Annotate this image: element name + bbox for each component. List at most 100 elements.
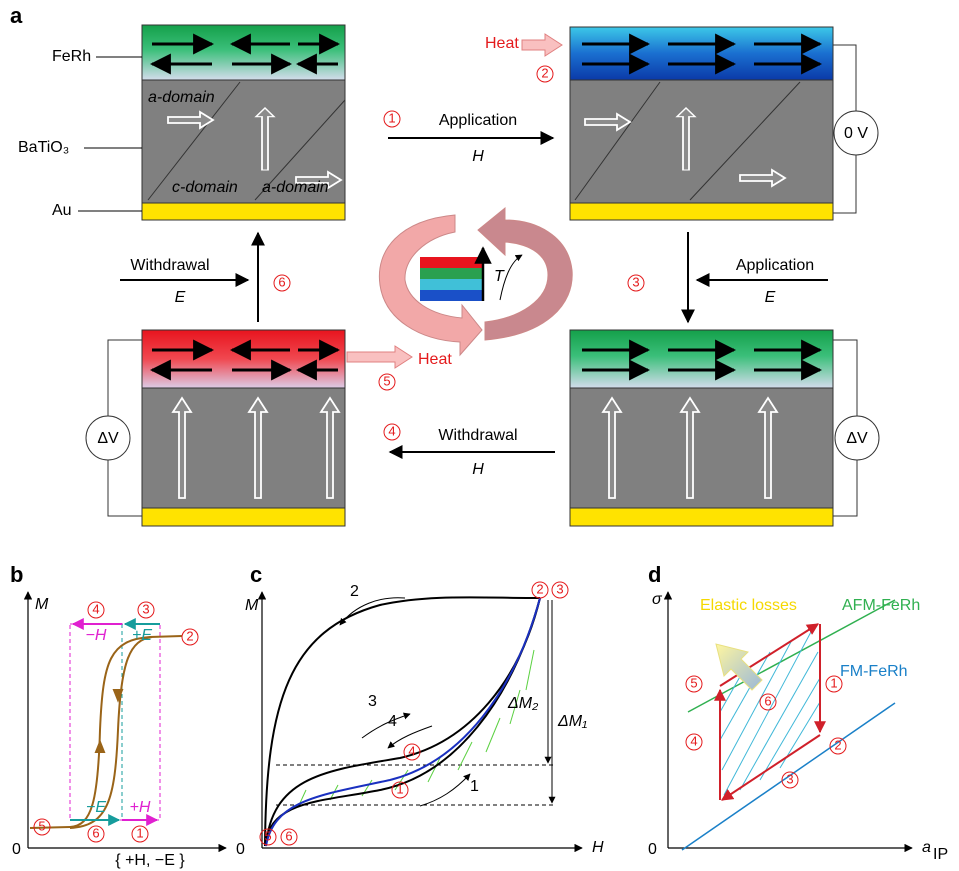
spin-arrows <box>149 339 341 381</box>
hatching <box>719 629 821 796</box>
temperature-stack-part <box>420 268 483 279</box>
layer-label: BaTiO₃ <box>18 139 69 156</box>
step-number: 3 <box>632 274 639 289</box>
curve-arrows-part <box>361 712 411 739</box>
stack-top-right-part <box>569 202 834 221</box>
heat-label: Heat <box>418 351 452 368</box>
axes <box>23 591 227 853</box>
temperature-label: T <box>494 268 505 285</box>
stack-bottom-right-part <box>569 329 834 389</box>
state-lines-part <box>681 702 896 851</box>
step-circle <box>280 828 298 846</box>
line-label: AFM-FeRh <box>842 597 920 614</box>
state-lines <box>681 599 896 851</box>
domain-label: a-domain <box>148 89 215 106</box>
guide-lines <box>276 600 556 806</box>
step-number: 4 <box>388 423 395 438</box>
field-arrows <box>70 618 160 826</box>
step-action: Application <box>439 112 517 129</box>
step-field: H <box>472 461 484 478</box>
temperature-stack <box>420 246 523 301</box>
origin-label: 0 <box>648 841 657 858</box>
panel-label: b <box>10 562 23 587</box>
origin-label: 0 <box>236 841 245 858</box>
stack-bottom-left-part <box>141 387 346 509</box>
step-circle <box>781 771 799 789</box>
temperature-stack-part <box>420 257 483 268</box>
circuit <box>85 44 880 517</box>
step-number: 3 <box>556 581 563 596</box>
stack-top-right-part <box>569 26 834 81</box>
step-circle <box>87 825 105 843</box>
y-axis-label: M <box>245 597 259 614</box>
step-circle <box>829 737 847 755</box>
line-label: FM-FeRh <box>840 663 908 680</box>
step-field: E <box>175 289 186 306</box>
step-circle <box>33 818 51 836</box>
step-number: 2 <box>541 65 548 80</box>
spin-arrows <box>582 33 823 75</box>
stack-top-right-part <box>574 81 661 201</box>
field-label: +E <box>132 627 152 644</box>
delta-label: ΔM₂ <box>507 695 538 712</box>
x-axis-subscript: IP <box>933 846 948 863</box>
step-circle <box>531 581 549 599</box>
annotation: Elastic losses <box>700 597 797 614</box>
cycle-arrows-part <box>477 206 573 341</box>
step-circle <box>536 65 554 83</box>
hatching-part <box>427 757 441 783</box>
step-number: 3 <box>142 601 149 616</box>
curve-label: 1 <box>470 778 479 795</box>
heat-arrow-part <box>346 345 413 369</box>
panel-label: c <box>250 562 262 587</box>
layer-leader <box>78 56 142 212</box>
step-circle <box>391 781 409 799</box>
step-circle <box>87 601 105 619</box>
circuit-part <box>833 110 879 156</box>
hysteresis-loop-part <box>94 739 106 753</box>
magnetization-curves-part <box>264 596 541 847</box>
circuit-part <box>85 415 131 461</box>
spin-arrows <box>582 339 823 381</box>
curve-arrows-part <box>419 773 471 807</box>
hatching-part <box>759 677 821 781</box>
step-number: 6 <box>92 825 99 840</box>
circuit-part <box>107 339 142 517</box>
x-axis-label: { +H, −E } <box>115 852 185 869</box>
domain-label: c-domain <box>172 179 238 196</box>
y-axis-label: M <box>35 596 49 613</box>
hatching-part <box>721 639 793 771</box>
temperature-stack-part <box>499 254 523 301</box>
step-circle <box>383 110 401 128</box>
hatching-part <box>525 649 535 691</box>
stack-top-right-part <box>569 79 834 204</box>
curve-arrows <box>339 597 471 807</box>
step-arrow <box>120 131 828 459</box>
field-label: −H <box>86 627 107 644</box>
step-number: 2 <box>536 581 543 596</box>
step-circle <box>759 693 777 711</box>
hatching-part <box>509 689 521 725</box>
step-number: 1 <box>136 825 143 840</box>
step-circle <box>383 423 401 441</box>
hatching-part <box>394 769 409 791</box>
temperature-stack-part <box>420 279 483 290</box>
step-number: 5 <box>383 373 390 388</box>
hatching-part <box>485 717 501 753</box>
voltage-label: ΔV <box>97 430 119 447</box>
step-circle <box>378 373 396 391</box>
step-action: Withdrawal <box>130 257 209 274</box>
curve-label: 2 <box>350 583 359 600</box>
magnetization-curves-part <box>265 597 541 847</box>
hatching <box>299 649 535 804</box>
cycle-arrows <box>378 206 573 357</box>
step-action: Withdrawal <box>438 427 517 444</box>
step-circle <box>403 743 421 761</box>
circuit-part <box>833 339 858 517</box>
step-circle <box>273 274 291 292</box>
temperature-stack-part <box>420 290 483 301</box>
heat-arrow-part <box>521 33 563 57</box>
step-number: 3 <box>786 771 793 786</box>
step-number: 4 <box>690 733 697 748</box>
